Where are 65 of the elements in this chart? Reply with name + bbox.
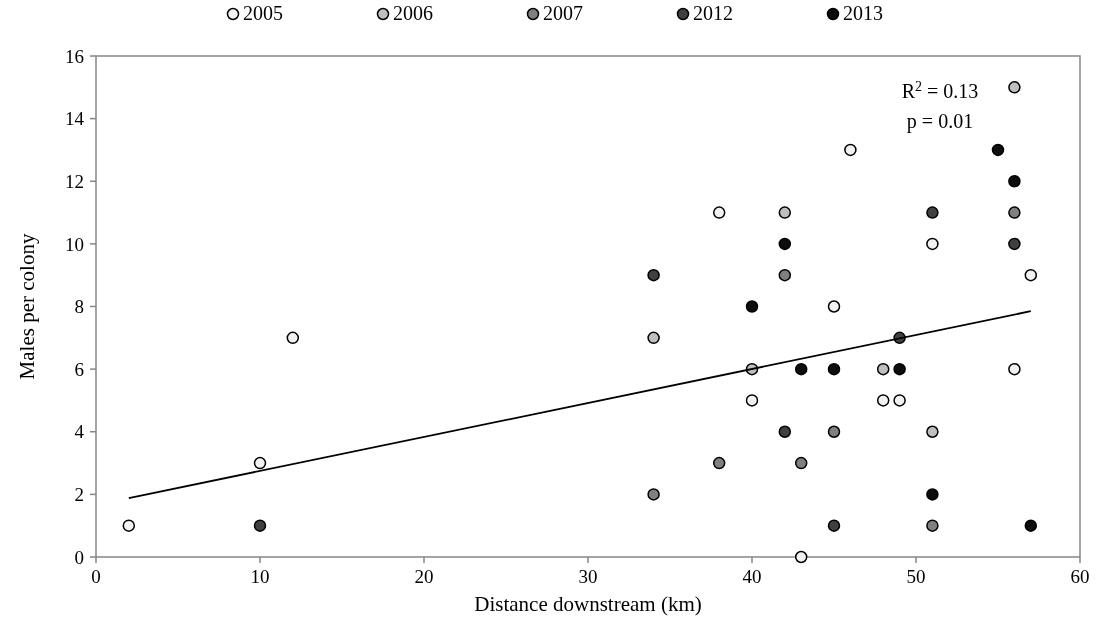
x-tick-label: 60 <box>1070 566 1090 587</box>
point <box>926 206 939 219</box>
point <box>844 143 857 157</box>
point <box>794 362 808 376</box>
legend-label: 2005 <box>243 2 283 24</box>
point <box>926 425 939 438</box>
point <box>926 519 939 532</box>
point <box>647 268 660 282</box>
point <box>1008 206 1021 219</box>
x-tick-label: 40 <box>742 566 762 587</box>
y-axis-title: Males per colony <box>15 233 39 380</box>
point <box>122 519 136 532</box>
point <box>991 143 1005 157</box>
point <box>1008 237 1021 251</box>
point <box>253 519 267 532</box>
point <box>794 550 808 564</box>
point <box>1024 519 1038 532</box>
point <box>876 394 890 407</box>
x-tick-label: 20 <box>414 566 434 587</box>
legend-label: 2012 <box>693 2 733 24</box>
y-tick-label: 0 <box>74 546 84 568</box>
x-tick-label: 10 <box>250 566 270 587</box>
y-tick-label: 16 <box>65 45 84 67</box>
annotation: R$^{2}$ = 0.13 <box>901 78 979 102</box>
point <box>893 394 906 407</box>
point <box>712 456 726 470</box>
annotation: p = 0.01 <box>906 110 974 133</box>
y-tick-label: 12 <box>65 170 84 192</box>
point <box>778 206 792 219</box>
point <box>1008 362 1021 376</box>
point <box>893 362 906 376</box>
y-tick-label: 10 <box>65 233 84 255</box>
y-tick-label: 8 <box>74 296 84 318</box>
point <box>1008 175 1021 188</box>
point <box>745 300 759 313</box>
point <box>778 425 792 438</box>
legend-label: 2013 <box>843 2 883 24</box>
point <box>647 488 660 501</box>
point <box>827 362 841 376</box>
point <box>745 394 759 407</box>
x-tick-label: 0 <box>91 566 101 587</box>
y-tick-label: 14 <box>65 108 85 130</box>
point <box>827 519 841 532</box>
y-tick-label: 6 <box>74 358 84 380</box>
point <box>926 237 939 251</box>
legend-label: 2007 <box>543 2 583 24</box>
point <box>712 206 726 219</box>
point <box>1024 268 1038 282</box>
y-tick-label: 4 <box>74 421 85 443</box>
x-tick-label: 30 <box>578 566 598 587</box>
point <box>827 300 841 313</box>
point <box>253 456 267 470</box>
x-tick-label: 50 <box>906 566 926 587</box>
point <box>794 456 808 470</box>
x-axis-title: Distance downstream (km) <box>474 592 702 616</box>
point <box>778 268 792 282</box>
point <box>647 331 660 345</box>
y-tick-label: 2 <box>74 484 84 506</box>
legend-label: 2006 <box>393 2 433 24</box>
point <box>778 237 792 251</box>
point <box>286 331 300 345</box>
point <box>926 488 939 501</box>
point <box>827 425 841 438</box>
point <box>1008 81 1021 94</box>
point <box>876 362 890 376</box>
